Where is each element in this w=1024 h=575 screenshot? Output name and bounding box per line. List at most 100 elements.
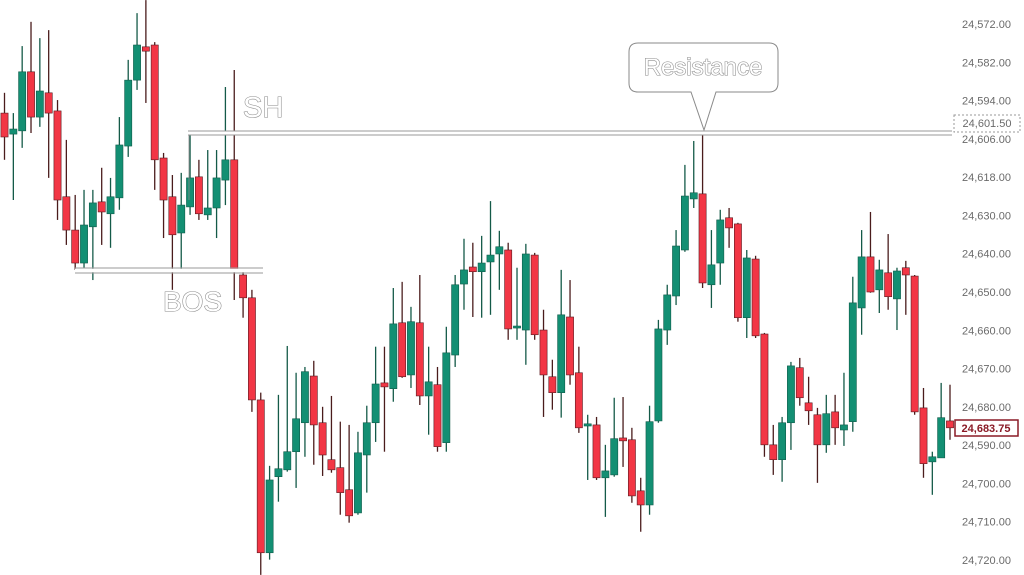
resistance-callout[interactable]: Resistance [628,42,779,132]
candle-105[interactable] [919,387,928,478]
candle-23[interactable] [195,159,203,220]
candle-35[interactable] [301,366,309,457]
candle-44[interactable] [380,346,389,452]
candle-61[interactable] [530,252,539,340]
candle-17[interactable] [141,0,150,103]
candle-26[interactable] [221,87,230,206]
candle-18[interactable] [150,42,159,190]
candle-79[interactable] [689,140,698,208]
candle-69[interactable] [601,444,610,517]
candle-34[interactable] [292,372,301,488]
candle-38[interactable] [327,395,336,473]
candle-97[interactable] [848,276,857,432]
candle-4[interactable] [27,21,35,134]
candle-93[interactable] [813,407,822,483]
candle-16[interactable] [133,13,141,90]
candle-96[interactable] [840,372,848,446]
candle-40[interactable] [345,424,354,523]
candle-2[interactable] [9,113,18,201]
candle-108[interactable] [946,384,954,440]
candle-22[interactable] [186,134,194,215]
candle-74[interactable] [645,405,654,515]
candle-64[interactable] [557,269,566,418]
candle-19[interactable] [159,152,168,239]
candle-15[interactable] [124,59,133,157]
candle-90[interactable] [787,361,795,450]
candle-76[interactable] [663,284,672,345]
candle-51[interactable] [442,326,451,452]
candle-63[interactable] [548,359,557,410]
candle-92[interactable] [804,376,813,425]
candle-81[interactable] [707,230,716,308]
candle-43[interactable] [371,346,380,442]
candle-53[interactable] [460,238,468,310]
price-axis[interactable]: 24,572.00 24,582.00 24,594.00 24,606.00 24,6… [962,19,1011,567]
candle-107[interactable] [937,382,946,459]
candle-31[interactable] [265,465,274,560]
candle-94[interactable] [822,394,831,453]
candle-24[interactable] [203,150,212,220]
candle-7[interactable] [53,100,62,220]
candle-47[interactable] [407,306,415,388]
candle-83[interactable] [725,207,733,248]
candle-89[interactable] [778,416,787,482]
candle-13[interactable] [106,177,115,248]
candle-71[interactable] [619,397,627,467]
candle-104[interactable] [910,274,919,415]
candle-11[interactable] [88,189,97,281]
candle-60[interactable] [521,243,530,365]
candle-25[interactable] [212,150,221,239]
candle-99[interactable] [866,211,875,293]
candle-39[interactable] [336,421,345,515]
candle-95[interactable] [831,394,840,445]
candle-58[interactable] [504,242,513,340]
candle-102[interactable] [893,267,901,331]
candle-77[interactable] [672,230,680,306]
candle-73[interactable] [636,477,645,532]
candle-10[interactable] [80,189,88,268]
candle-86[interactable] [751,255,760,338]
candle-75[interactable] [654,319,663,423]
candle-56[interactable] [486,201,495,315]
candle-70[interactable] [610,397,619,477]
candle-98[interactable] [857,230,866,335]
candle-42[interactable] [362,405,371,493]
candle-57[interactable] [495,230,504,290]
candle-80[interactable] [698,134,707,289]
candle-100[interactable] [875,259,884,314]
candle-88[interactable] [769,424,778,475]
candle-41[interactable] [354,431,362,515]
candle-49[interactable] [424,346,433,435]
bos-line[interactable] [75,267,263,274]
candle-62[interactable] [539,309,548,417]
candle-54[interactable] [468,242,477,317]
candle-52[interactable] [451,274,460,367]
candle-37[interactable] [318,406,327,476]
candle-1[interactable] [0,92,9,160]
candle-50[interactable] [433,366,442,452]
candle-27[interactable] [230,69,239,300]
candle-85[interactable] [742,249,751,338]
candle-59[interactable] [513,267,521,340]
candle-33[interactable] [283,345,292,472]
candle-46[interactable] [398,281,407,378]
candle-55[interactable] [477,235,486,318]
candle-106[interactable] [928,451,937,495]
candle-8[interactable] [62,139,71,245]
candle-103[interactable] [901,260,910,315]
candle-30[interactable] [256,392,265,575]
candle-84[interactable] [734,222,742,322]
candle-68[interactable] [592,416,601,480]
candle-36[interactable] [309,360,318,465]
candle-87[interactable] [760,332,769,457]
candle-65[interactable] [566,280,574,385]
candle-72[interactable] [627,427,636,503]
candle-66[interactable] [574,346,583,433]
candle-82[interactable] [716,209,725,285]
candle-48[interactable] [415,274,424,405]
candle-29[interactable] [248,289,256,412]
candle-32[interactable] [274,394,283,502]
candle-101[interactable] [884,234,893,310]
candle-45[interactable] [389,288,398,402]
